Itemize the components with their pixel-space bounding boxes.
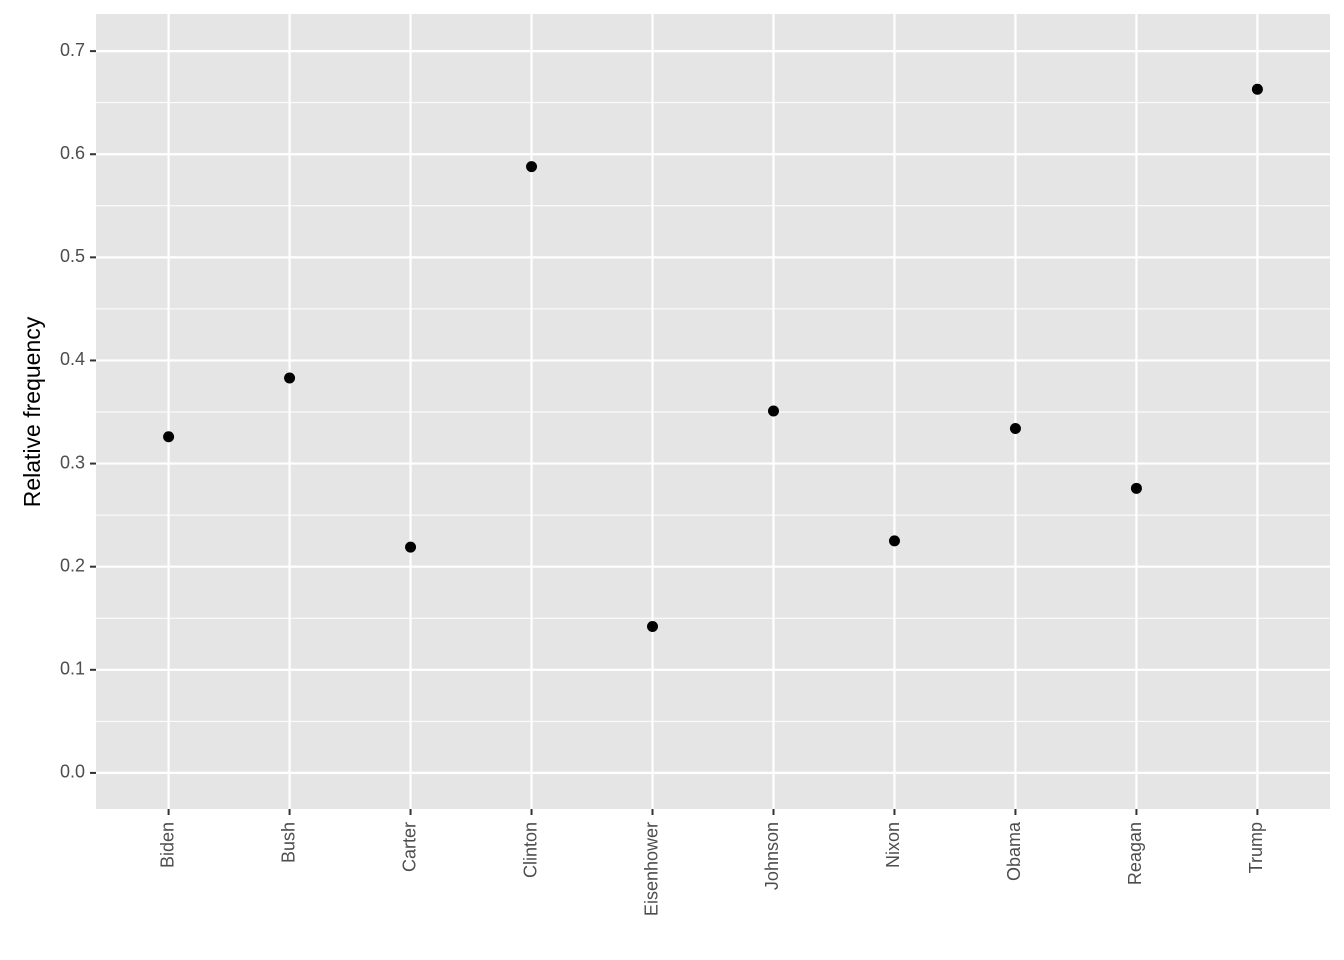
point <box>284 372 296 384</box>
y-tick-label: 0.6 <box>60 143 85 163</box>
y-tick-label: 0.3 <box>60 452 85 472</box>
x-tick-label: Johnson <box>762 822 782 890</box>
point <box>1251 83 1263 95</box>
y-tick-label: 0.7 <box>60 40 85 60</box>
point <box>526 161 538 173</box>
point <box>767 405 779 417</box>
point <box>1009 423 1021 435</box>
x-tick-label: Clinton <box>520 822 540 878</box>
x-tick-label: Carter <box>399 822 419 872</box>
y-tick-label: 0.5 <box>60 246 85 266</box>
point <box>647 620 659 632</box>
x-tick-label: Reagan <box>1125 822 1145 885</box>
point <box>888 535 900 547</box>
point <box>405 541 417 553</box>
x-tick-label: Nixon <box>883 822 903 868</box>
y-axis-title: Relative frequency <box>19 316 45 507</box>
point <box>1130 482 1142 494</box>
point <box>163 431 175 443</box>
x-tick-label: Biden <box>157 822 177 868</box>
y-tick-label: 0.1 <box>60 659 85 679</box>
panel-background <box>96 14 1330 809</box>
y-tick-label: 0.4 <box>60 349 85 369</box>
x-tick-label: Obama <box>1004 821 1024 881</box>
y-tick-label: 0.0 <box>60 762 85 782</box>
x-tick-label: Bush <box>278 822 298 863</box>
x-tick-label: Eisenhower <box>641 822 661 916</box>
x-tick-label: Trump <box>1246 822 1266 873</box>
y-tick-label: 0.2 <box>60 555 85 575</box>
